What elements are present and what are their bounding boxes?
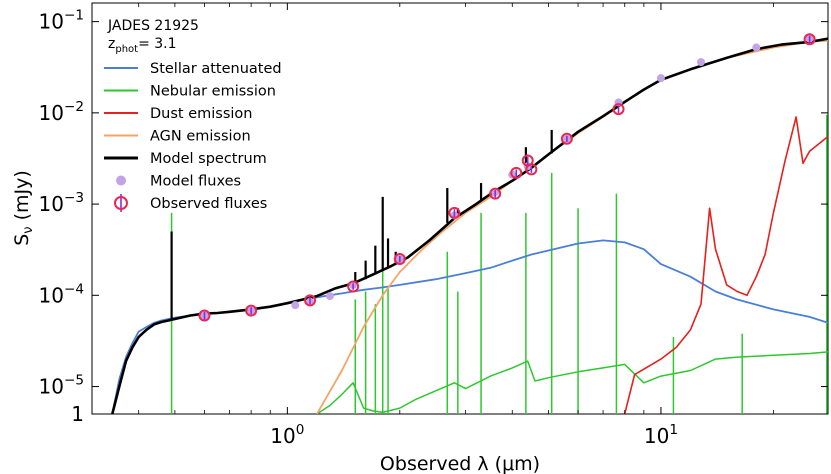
x-axis-label: Observed λ (μm) — [380, 453, 540, 474]
observed-flux-marker — [803, 33, 816, 46]
y-axis-label-sub: ν — [21, 226, 36, 233]
legend-entry-agn-emission: AGN emission — [104, 129, 251, 145]
observed-flux-point-3 — [347, 280, 360, 293]
plot-frame — [91, 2, 829, 415]
observed-flux-point-2 — [304, 294, 317, 307]
observed-flux-marker — [510, 166, 523, 179]
legend-label: Observed fluxes — [150, 196, 267, 212]
observed-flux-point-0 — [198, 309, 211, 322]
observed-flux-point-7 — [510, 166, 523, 179]
y-tick-label-5: 1 — [71, 402, 84, 426]
observed-flux-point-4 — [393, 253, 406, 266]
series-dust-emission — [623, 116, 828, 414]
y-axis-label-unit: (mJy) — [11, 170, 33, 226]
legend: Stellar attenuated Nebular emission Dust e… — [104, 61, 282, 212]
series-nebular-emission — [316, 351, 828, 414]
legend-swatch — [114, 196, 128, 210]
y-axis-label: Sν (mJy) — [11, 170, 36, 246]
x-tick-label-1: 101 — [644, 422, 678, 448]
legend-label: Dust emission — [150, 106, 252, 122]
legend-label: AGN emission — [150, 129, 251, 145]
legend-entry-dust-emission: Dust emission — [104, 106, 252, 122]
model-flux-point-2 — [291, 301, 300, 310]
y-tick-label-2: 10−3 — [39, 190, 85, 216]
observed-flux-marker — [304, 294, 317, 307]
y-tick-label-0: 10−1 — [39, 8, 85, 34]
legend-label: Nebular emission — [150, 84, 276, 100]
legend-entry-model-fluxes: Model fluxes — [116, 174, 241, 190]
observed-flux-point-1 — [245, 304, 258, 317]
observed-flux-point-11 — [612, 103, 625, 116]
y-tick-label-4: 10−5 — [39, 373, 85, 399]
model-flux-point-13 — [656, 74, 665, 83]
y-axis-label-main: S — [11, 234, 33, 246]
observed-flux-marker — [489, 187, 502, 200]
redshift-symbol: z — [108, 36, 115, 52]
legend-label: Model fluxes — [150, 174, 241, 190]
object-name: JADES 21925 — [107, 18, 199, 34]
observed-flux-marker — [448, 206, 461, 219]
observed-flux-marker — [198, 309, 211, 322]
series-agn-emission — [316, 39, 828, 414]
redshift-label: zphot= 3.1 — [108, 36, 177, 55]
redshift-subscript: phot — [115, 44, 138, 55]
legend-swatch — [116, 175, 126, 186]
object-labels: JADES 21925 zphot= 3.1 — [107, 18, 199, 55]
observed-flux-point-5 — [448, 206, 461, 219]
observed-flux-point-6 — [489, 187, 502, 200]
observed-flux-marker — [347, 280, 360, 293]
observed-flux-point-10 — [560, 132, 573, 145]
ticks-layer: 100 101 10−1 10−2 10−3 10−4 10−5 1 — [39, 3, 828, 448]
observed-flux-marker — [393, 253, 406, 266]
legend-entry-nebular-emission: Nebular emission — [104, 84, 276, 100]
observed-flux-point-9 — [525, 163, 538, 176]
observed-flux-marker — [245, 304, 258, 317]
legend-label: Model spectrum — [150, 151, 267, 167]
y-tick-label-3: 10−4 — [39, 281, 85, 307]
legend-label: Stellar attenuated — [150, 61, 282, 77]
redshift-value: = 3.1 — [138, 36, 176, 52]
observed-flux-marker — [525, 163, 538, 176]
model-flux-point-4 — [325, 292, 334, 301]
observed-flux-marker — [560, 132, 573, 145]
model-flux-point-15 — [752, 43, 761, 52]
observed-flux-marker — [612, 103, 625, 116]
series-layer — [111, 33, 828, 414]
legend-entry-model-spectrum: Model spectrum — [104, 151, 267, 167]
x-tick-label-0: 100 — [270, 422, 304, 448]
y-tick-label-1: 10−2 — [39, 99, 85, 125]
series-model-spectrum — [111, 37, 828, 414]
model-flux-point-14 — [696, 58, 705, 67]
legend-entry-observed-fluxes: Observed fluxes — [114, 194, 267, 212]
legend-entry-stellar-attenuated: Stellar attenuated — [104, 61, 282, 77]
observed-flux-point-12 — [803, 33, 816, 46]
